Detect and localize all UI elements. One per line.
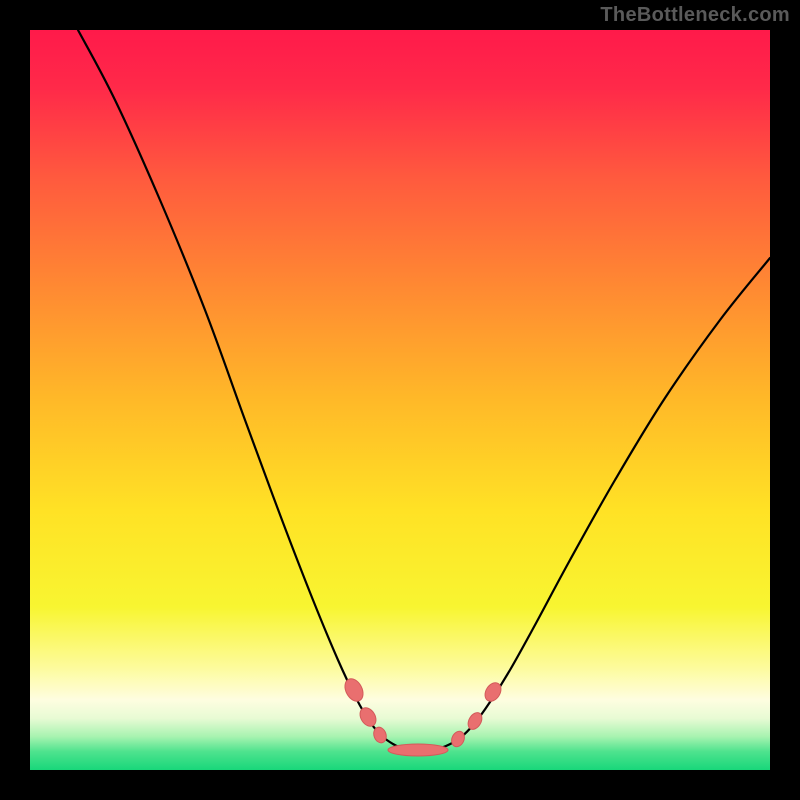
- marker-dot: [449, 729, 467, 749]
- marker-dot: [388, 744, 448, 756]
- v-curve: [78, 30, 770, 751]
- curve-layer: [30, 30, 770, 770]
- marker-group: [341, 676, 504, 756]
- marker-dot: [357, 705, 379, 729]
- chart-canvas: TheBottleneck.com: [0, 0, 800, 800]
- marker-dot: [341, 676, 366, 705]
- attribution-label: TheBottleneck.com: [600, 4, 790, 27]
- plot-area: [30, 30, 770, 770]
